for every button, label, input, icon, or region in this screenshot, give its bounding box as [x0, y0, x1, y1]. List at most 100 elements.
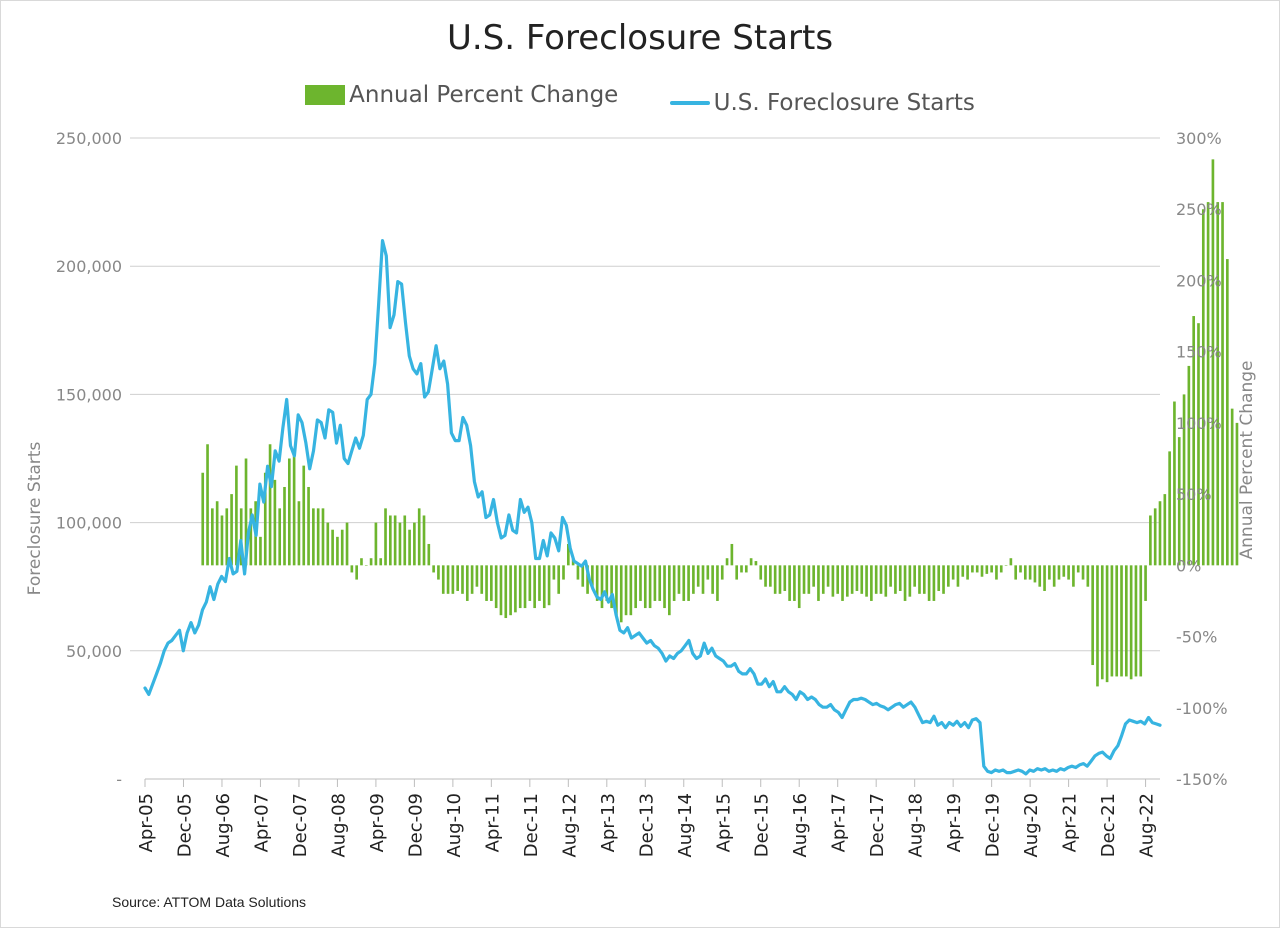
- bar: [437, 565, 440, 580]
- bar: [1139, 565, 1143, 677]
- bar: [408, 529, 411, 566]
- bar: [326, 522, 330, 566]
- bar-series: [201, 159, 1239, 687]
- bar: [509, 565, 512, 616]
- bar: [879, 565, 883, 594]
- bar: [566, 543, 570, 566]
- bar: [942, 565, 945, 594]
- y-right-tick-label: -50%: [1176, 628, 1217, 647]
- bar: [263, 472, 267, 566]
- bar: [345, 522, 349, 566]
- bar: [307, 486, 310, 566]
- bar: [797, 565, 801, 609]
- bar: [244, 458, 248, 566]
- bar: [874, 565, 878, 594]
- bar: [336, 536, 339, 566]
- bar: [542, 565, 546, 609]
- bar: [639, 565, 642, 601]
- bar: [629, 565, 633, 616]
- bar: [1129, 565, 1133, 680]
- bar: [278, 508, 282, 566]
- y-right-tick-label: -100%: [1176, 699, 1228, 718]
- y-right-tick-label: -150%: [1176, 770, 1228, 789]
- bar: [461, 565, 464, 594]
- bar: [490, 565, 493, 601]
- legend-label-line: U.S. Foreclosure Starts: [713, 90, 975, 116]
- bar: [716, 565, 719, 601]
- bar: [1226, 259, 1229, 566]
- bar: [591, 565, 594, 587]
- x-tick-label: Apr-11: [482, 793, 503, 852]
- bar: [898, 565, 902, 591]
- bar: [249, 508, 253, 566]
- bar: [1201, 209, 1205, 566]
- bar: [523, 565, 527, 609]
- bar: [360, 558, 363, 566]
- bar: [1110, 565, 1114, 677]
- bar: [600, 565, 604, 609]
- bar: [1052, 565, 1056, 587]
- bar: [918, 565, 921, 594]
- bar: [971, 565, 974, 573]
- y-left-tick-label: 100,000: [56, 514, 122, 533]
- bar: [1038, 565, 1042, 587]
- bar: [374, 522, 378, 566]
- bar: [730, 543, 734, 566]
- bar: [552, 565, 556, 580]
- bar: [860, 565, 864, 594]
- source-note: Source: ATTOM Data Solutions: [112, 894, 307, 910]
- bar: [1197, 323, 1200, 566]
- bar: [947, 565, 950, 587]
- x-tick-label: Aug-22: [1137, 793, 1158, 858]
- x-tick-label: Dec-17: [867, 793, 888, 857]
- bar: [865, 565, 868, 597]
- bar: [735, 565, 739, 580]
- bar: [836, 565, 840, 594]
- y-left-axis-title: Foreclosure Starts: [25, 442, 45, 596]
- bar: [586, 565, 589, 594]
- bar: [908, 565, 912, 597]
- bar: [331, 529, 334, 566]
- bar: [215, 501, 219, 566]
- bar: [1120, 565, 1123, 677]
- legend: Annual Percent Change U.S. Foreclosure S…: [0, 82, 1280, 116]
- bar: [1086, 565, 1090, 587]
- bar: [841, 565, 844, 601]
- bar: [465, 565, 469, 601]
- bar: [913, 565, 916, 587]
- bar: [663, 565, 666, 609]
- bar: [259, 536, 262, 566]
- bar: [884, 565, 888, 597]
- x-tick-label: Apr-21: [1060, 793, 1081, 852]
- bar: [206, 444, 209, 566]
- bar: [870, 565, 873, 601]
- bar: [990, 565, 993, 573]
- bar: [711, 565, 714, 594]
- y-right-tick-label: 100%: [1176, 414, 1222, 433]
- bar: [850, 565, 854, 594]
- bar: [1009, 558, 1013, 566]
- bar: [364, 565, 368, 566]
- bar: [966, 565, 969, 580]
- bar: [1062, 565, 1066, 577]
- bar: [1096, 565, 1099, 687]
- bar: [499, 565, 503, 616]
- y-right-tick-label: 150%: [1176, 343, 1222, 362]
- bar: [302, 465, 306, 566]
- x-tick-label: Apr-15: [713, 793, 734, 852]
- bar: [648, 565, 652, 609]
- bar: [1144, 565, 1147, 601]
- bar: [615, 565, 618, 616]
- x-tick-label: Aug-16: [790, 793, 811, 858]
- x-tick-label: Dec-11: [521, 793, 542, 857]
- bar: [951, 565, 955, 580]
- y-left-tick-label: 150,000: [56, 385, 122, 404]
- legend-swatch-bars: [305, 85, 346, 105]
- bar: [1105, 565, 1109, 683]
- bar: [1125, 565, 1128, 677]
- y-left-tick-label: 200,000: [56, 257, 122, 276]
- bar: [894, 565, 897, 594]
- bar: [610, 565, 613, 609]
- x-tick-label: Dec-15: [752, 793, 773, 857]
